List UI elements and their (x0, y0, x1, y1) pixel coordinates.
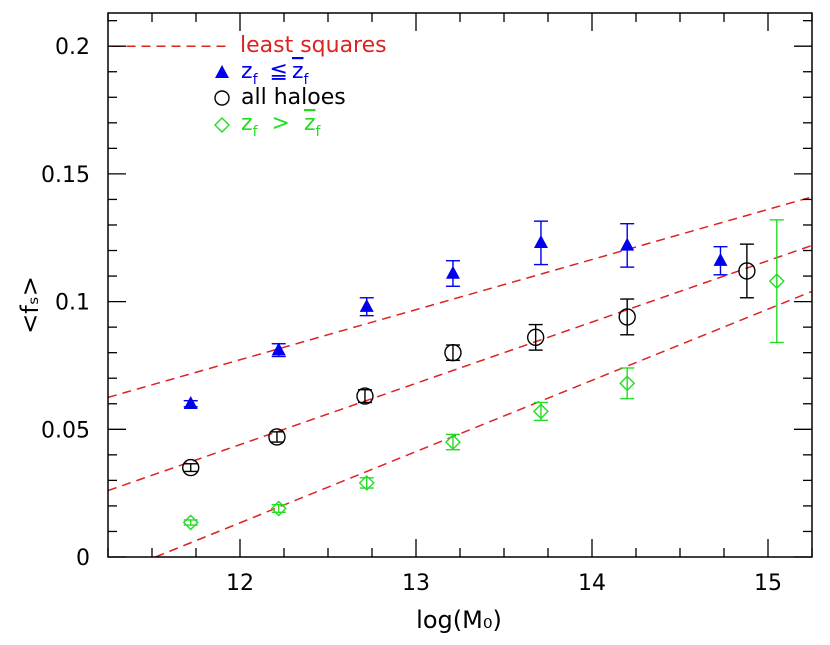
x-tick-label: 13 (402, 571, 430, 596)
legend-label-part: z (241, 59, 253, 84)
data-point-circle (182, 458, 200, 477)
legend-label-part: f (304, 72, 310, 88)
legend-marker-triangle (215, 65, 229, 78)
data-point-diamond (619, 375, 636, 392)
data-point-diamond (358, 474, 375, 491)
data-point-diamond (182, 514, 199, 531)
legend-label-part: f (316, 124, 322, 140)
x-tick-label: 14 (578, 571, 606, 596)
legend: least squares zf ≦ zf all haloes zf > zf (111, 33, 387, 140)
series-group (182, 243, 756, 477)
y-axis-label: <fₛ> (16, 276, 44, 334)
least-squares-legend-label: least squares (240, 33, 387, 58)
data-point-triangle (713, 252, 728, 266)
data-point-triangle (445, 265, 460, 279)
legend-label-late-forming: zf > zf (241, 111, 322, 140)
data-point-triangle (271, 342, 286, 356)
ticks (107, 13, 813, 558)
data-point-diamond (768, 273, 785, 290)
legend-label-part: ≦ (270, 59, 288, 84)
legend-label-early-forming: zf ≦ zf (241, 59, 310, 88)
legend-label-part: f (253, 124, 259, 140)
data-point-circle (356, 387, 374, 405)
fit-lines (108, 196, 812, 557)
series-group (182, 219, 785, 531)
data-point-circle (444, 343, 462, 362)
points-layer (182, 219, 785, 531)
legend-label-all-haloes: all haloes (241, 85, 346, 110)
series-group (183, 220, 728, 409)
x-axis-label: log(M₀) (416, 606, 502, 634)
legend-label-part: z (292, 59, 304, 84)
y-tick-label: 0 (76, 546, 90, 571)
data-point-circle (618, 308, 636, 326)
axes: 12 13 14 15 0 0.05 0.1 0.15 0.2 (41, 12, 813, 596)
legend-marker-diamond (214, 117, 230, 133)
data-point-diamond (270, 500, 287, 517)
legend-label-part: f (253, 72, 259, 88)
fit-line (155, 290, 812, 557)
data-point-diamond (444, 434, 461, 451)
data-point-triangle (183, 395, 198, 409)
plot-frame (107, 12, 813, 558)
y-tick-label: 0.2 (55, 35, 90, 60)
data-point-circle (526, 328, 545, 347)
legend-marker-circle (214, 90, 230, 106)
x-tick-label: 15 (754, 571, 782, 596)
data-point-diamond (532, 403, 549, 420)
data-point-triangle (359, 298, 374, 312)
fit-line (108, 196, 812, 399)
y-tick-label: 0.1 (55, 291, 90, 316)
tick-labels: 12 13 14 15 0 0.05 0.1 0.15 0.2 (41, 35, 782, 596)
y-tick-label: 0.05 (41, 418, 90, 443)
legend-label-part: z (304, 111, 316, 136)
legend-label-part: z (241, 111, 253, 136)
data-point-triangle (533, 235, 548, 249)
data-point-circle (738, 262, 756, 280)
y-tick-label: 0.15 (41, 163, 90, 188)
fit-line (108, 244, 812, 492)
data-point-triangle (620, 237, 635, 251)
data-point-circle (268, 428, 286, 446)
legend-label-part: > (272, 111, 290, 136)
x-tick-label: 12 (226, 571, 254, 596)
